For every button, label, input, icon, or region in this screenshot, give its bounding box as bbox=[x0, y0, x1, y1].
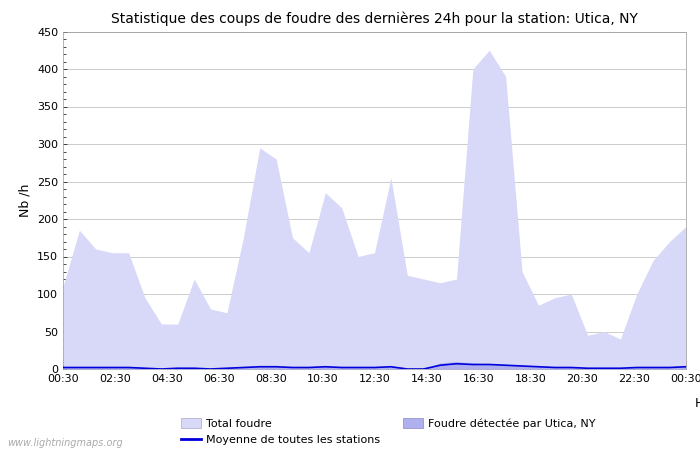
Text: Heure: Heure bbox=[694, 397, 700, 410]
Text: www.lightningmaps.org: www.lightningmaps.org bbox=[7, 438, 122, 448]
Title: Statistique des coups de foudre des dernières 24h pour la station: Utica, NY: Statistique des coups de foudre des dern… bbox=[111, 12, 638, 26]
Legend: Total foudre, Moyenne de toutes les stations, Foudre détectée par Utica, NY: Total foudre, Moyenne de toutes les stat… bbox=[181, 418, 596, 445]
Y-axis label: Nb /h: Nb /h bbox=[18, 184, 32, 217]
